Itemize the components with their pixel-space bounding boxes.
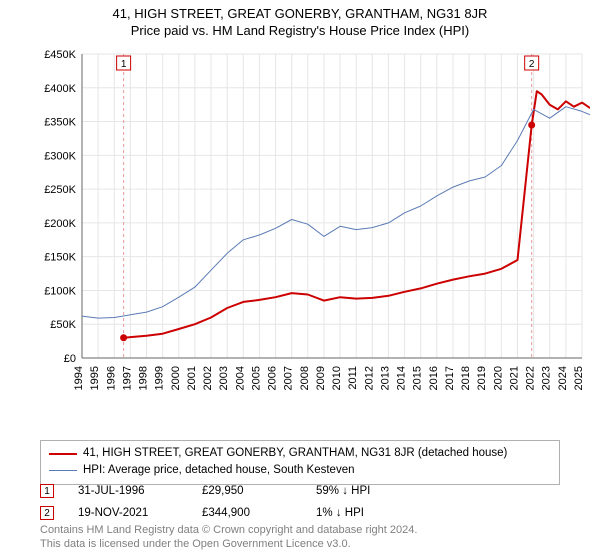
svg-text:1996: 1996 <box>105 366 117 390</box>
svg-text:2015: 2015 <box>412 366 424 390</box>
svg-text:£100K: £100K <box>44 285 76 297</box>
svg-text:2012: 2012 <box>363 366 375 390</box>
event-date: 19-NOV-2021 <box>78 507 178 519</box>
svg-text:2002: 2002 <box>202 366 214 390</box>
event-row: 1 31-JUL-1996 £29,950 59% ↓ HPI <box>40 482 560 500</box>
svg-text:£300K: £300K <box>44 150 76 162</box>
event-row: 2 19-NOV-2021 £344,900 1% ↓ HPI <box>40 504 560 522</box>
svg-text:£450K: £450K <box>44 49 76 61</box>
event-pct: 1% ↓ HPI <box>316 507 416 519</box>
svg-text:£50K: £50K <box>50 319 76 331</box>
svg-text:2006: 2006 <box>267 366 279 390</box>
event-price: £344,900 <box>202 507 292 519</box>
svg-text:2000: 2000 <box>170 366 182 390</box>
svg-text:1998: 1998 <box>138 366 150 390</box>
svg-text:2025: 2025 <box>573 366 585 390</box>
legend-swatch-hpi <box>49 470 77 471</box>
event-marker: 2 <box>40 506 54 520</box>
svg-text:2007: 2007 <box>283 366 295 390</box>
price-chart: £0 £50K £100K £150K £200K £250K £300K £350K £400… <box>40 48 590 408</box>
svg-text:£200K: £200K <box>44 218 76 230</box>
svg-text:£150K: £150K <box>44 252 76 264</box>
svg-text:2018: 2018 <box>460 366 472 390</box>
svg-text:2017: 2017 <box>444 366 456 390</box>
svg-text:2016: 2016 <box>428 366 440 390</box>
event-price: £29,950 <box>202 485 292 497</box>
svg-text:£0: £0 <box>64 353 76 365</box>
svg-text:2019: 2019 <box>476 366 488 390</box>
event-marker: 1 <box>40 484 54 498</box>
chart-title-address: 41, HIGH STREET, GREAT GONERBY, GRANTHAM… <box>0 6 600 21</box>
svg-text:1997: 1997 <box>121 366 133 390</box>
svg-text:2014: 2014 <box>396 366 408 390</box>
legend-swatch-property <box>49 453 77 455</box>
svg-text:2022: 2022 <box>525 366 537 390</box>
event-date: 31-JUL-1996 <box>78 485 178 497</box>
svg-text:2005: 2005 <box>250 366 262 390</box>
svg-text:£350K: £350K <box>44 117 76 129</box>
svg-text:2020: 2020 <box>492 366 504 390</box>
svg-text:1994: 1994 <box>73 366 85 390</box>
svg-text:2008: 2008 <box>299 366 311 390</box>
event-pct: 59% ↓ HPI <box>316 485 416 497</box>
svg-text:2: 2 <box>529 59 535 70</box>
svg-text:2001: 2001 <box>186 366 198 390</box>
svg-text:2011: 2011 <box>347 366 359 390</box>
svg-text:2024: 2024 <box>557 366 569 390</box>
events-table: 1 31-JUL-1996 £29,950 59% ↓ HPI 2 19-NOV… <box>40 478 560 522</box>
svg-text:£400K: £400K <box>44 83 76 95</box>
svg-text:2021: 2021 <box>508 366 520 390</box>
svg-text:2010: 2010 <box>331 366 343 390</box>
svg-text:2023: 2023 <box>541 366 553 390</box>
legend-label-hpi: HPI: Average price, detached house, Sout… <box>83 462 355 479</box>
svg-text:1995: 1995 <box>89 366 101 390</box>
svg-text:2003: 2003 <box>218 366 230 390</box>
license-text: Contains HM Land Registry data © Crown c… <box>40 524 560 552</box>
svg-text:2013: 2013 <box>379 366 391 390</box>
legend-label-property: 41, HIGH STREET, GREAT GONERBY, GRANTHAM… <box>83 445 507 462</box>
svg-text:£250K: £250K <box>44 184 76 196</box>
svg-text:2009: 2009 <box>315 366 327 390</box>
svg-text:2004: 2004 <box>234 366 246 390</box>
svg-text:1: 1 <box>121 59 127 70</box>
chart-title-sub: Price paid vs. HM Land Registry's House … <box>0 23 600 38</box>
svg-text:1999: 1999 <box>154 366 166 390</box>
